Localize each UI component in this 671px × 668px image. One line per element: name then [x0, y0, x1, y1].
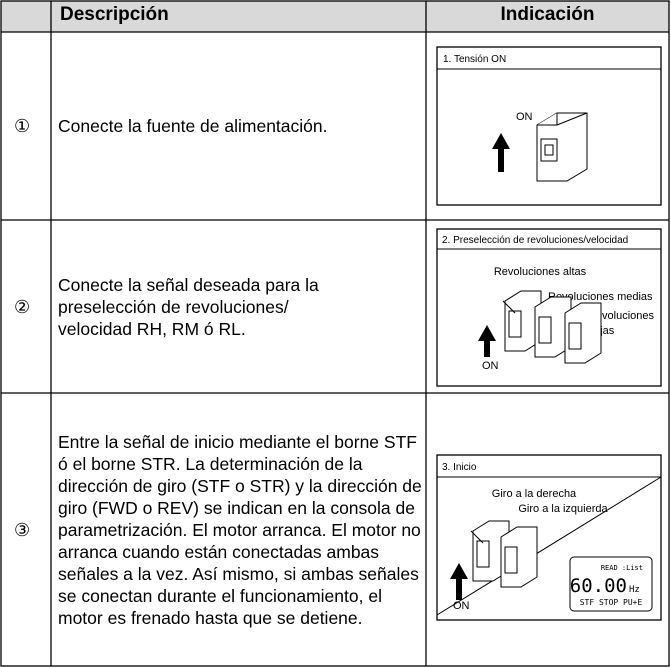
panel-label: Revoluciones medias	[548, 291, 653, 303]
panel-2: 2. Preselección de revoluciones/velocida…	[436, 228, 662, 387]
switches	[470, 520, 538, 588]
display-status: STF STOP PU+E	[580, 598, 643, 607]
header-bg	[1, 1, 669, 32]
display-value: 60.00	[570, 575, 627, 597]
panel-title: 1. Tensión ON	[443, 54, 506, 65]
step-number: ①	[14, 116, 31, 136]
step-text: Entre la señal de inicio mediante el bor…	[58, 431, 422, 628]
panel-label: Giro a la derecha	[492, 488, 577, 500]
step-text: Conecte la señal deseada para la presele…	[58, 274, 319, 339]
panel-label: Giro a la izquierda	[518, 503, 608, 515]
arrow	[450, 563, 468, 600]
header-description: Descripción	[60, 4, 169, 25]
header-indication: Indicación	[500, 4, 595, 25]
panel-label: ON	[482, 360, 499, 372]
arrow	[478, 325, 496, 357]
panel-title: 2. Preselección de revoluciones/velocida…	[442, 235, 628, 246]
switches	[502, 290, 602, 364]
arrow	[492, 133, 510, 172]
panel-label: ON	[453, 600, 470, 612]
display-unit: Hz	[629, 585, 640, 595]
step-number: ②	[14, 296, 31, 317]
display-mode: READ :List	[601, 564, 643, 572]
breaker	[536, 112, 588, 182]
panel-1: 1. Tensión ON ON	[436, 46, 662, 206]
panel-diagonal	[436, 476, 662, 616]
panel-title: 3. Inicio	[442, 462, 477, 473]
step-number: ③	[14, 519, 31, 540]
panel-label: Revoluciones	[588, 310, 655, 322]
step-text: Conecte la fuente de alimentación.	[58, 116, 328, 136]
display	[569, 556, 653, 612]
panel-label: Revoluciones altas	[494, 266, 587, 278]
panel-3: 3. Inicio Giro a la derecha Giro a la iz…	[436, 454, 662, 621]
panel-label: ON	[516, 111, 533, 123]
